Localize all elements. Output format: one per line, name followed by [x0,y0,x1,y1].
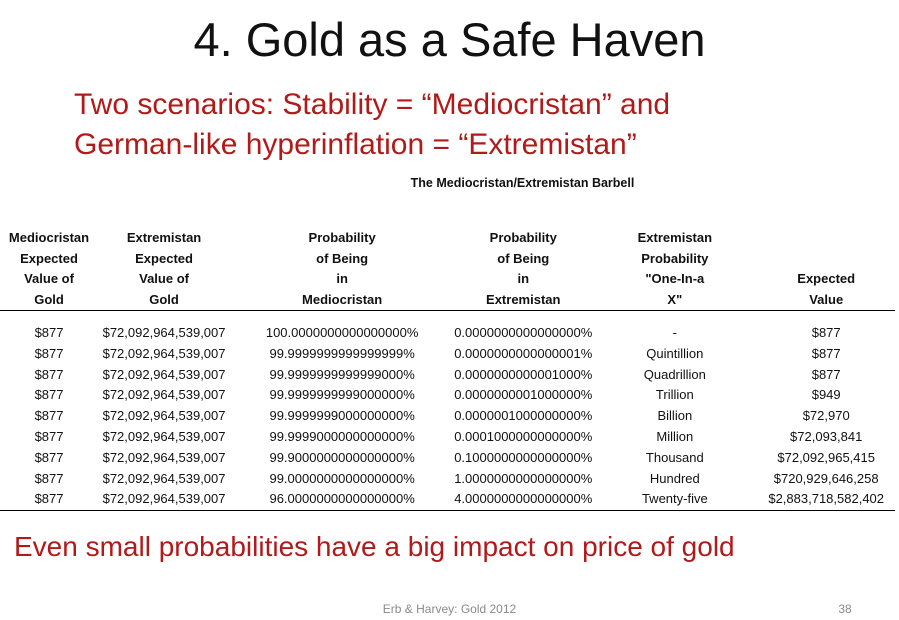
table-row: $877 $72,092,964,539,007 99.000000000000… [34,470,879,486]
table-row: $877 $72,092,964,539,007 99.999999999999… [34,366,841,382]
table-title: The Mediocristan/Extremistan Barbell [410,176,635,190]
barbell-table-container: Mediocristan Expected Value of Gold Extr… [0,228,899,511]
table-row: $877 $72,092,964,539,007 100.00000000000… [34,325,841,340]
header-probability-mediocristan: Probability of Being in Mediocristan [302,230,383,307]
header-probability-extremistan: Probability of Being in Extremistan [486,230,561,307]
table-row: $877 $72,092,964,539,007 96.000000000000… [0,489,895,511]
slide-footnote: Even small probabilities have a big impa… [14,531,735,562]
barbell-table: Mediocristan Expected Value of Gold Extr… [0,228,895,511]
table-row: $877 $72,092,964,539,007 99.999999999999… [34,345,841,361]
header-expected-value: Expected Value [797,271,856,307]
table-row: $877 $72,092,964,539,007 99.900000000000… [34,449,875,465]
header-extremistan-one-in-x: Extremistan Probability "One-In-a X" [637,230,713,307]
slide-page-number: 38 [838,602,852,616]
subtitle-line-1: Two scenarios: Stability = “Mediocristan… [74,88,671,121]
table-spacer-row [0,311,895,324]
table-body: $877 $72,092,964,539,007 100.00000000000… [0,311,895,511]
slide-title: 4. Gold as a Safe Haven [193,13,706,66]
header-row: Mediocristan Expected Value of Gold Extr… [0,228,895,311]
table-row: $877 $72,092,964,539,007 99.999999900000… [34,408,850,424]
table-row: $877 $72,092,964,539,007 99.999999999900… [34,387,841,403]
slide-subtitle: Two scenarios: Stability = “Mediocristan… [74,85,864,165]
subtitle-line-2: German-like hyperinflation = “Extremista… [74,128,637,161]
header-mediocristan-expected-value: Mediocristan Expected Value of Gold [8,230,90,307]
table-header: Mediocristan Expected Value of Gold Extr… [0,228,895,311]
slide-footer: Erb & Harvey: Gold 2012 [382,602,517,616]
table-row: $877 $72,092,964,539,007 99.999900000000… [34,428,863,444]
header-extremistan-expected-value: Extremistan Expected Value of Gold [126,230,202,307]
